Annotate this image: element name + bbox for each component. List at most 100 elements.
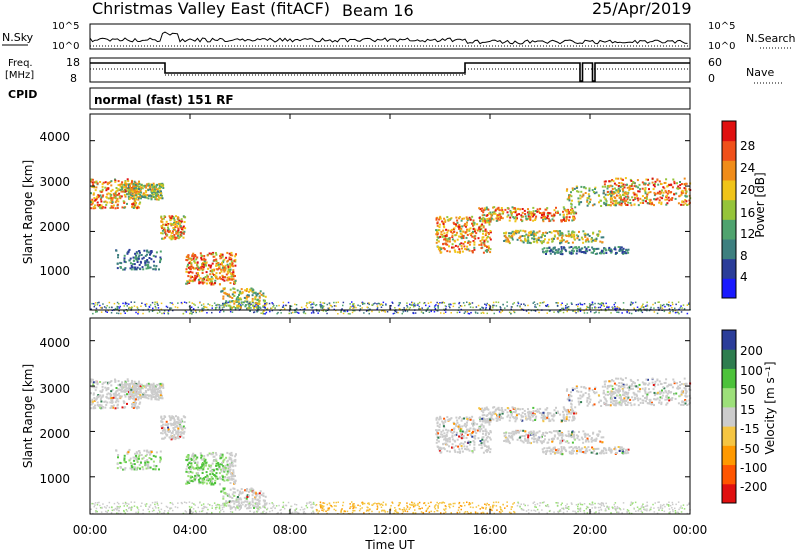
power-echo-pixel: [497, 206, 500, 209]
power-echo-pixel: [126, 252, 129, 255]
power-echo-pixel: [185, 282, 188, 285]
power-echo-pixel: [212, 251, 215, 254]
power-ground-scatter-pixel: [236, 306, 238, 308]
power-echo-pixel: [571, 199, 573, 202]
velocity-echo-pixel: [131, 397, 134, 400]
velocity-echo-pixel: [234, 491, 237, 494]
power-echo-pixel: [636, 179, 639, 182]
power-ground-scatter-pixel: [661, 304, 664, 307]
velocity-echo-pixel: [456, 438, 459, 441]
power-echo-pixel: [94, 198, 97, 201]
velocity-echo-pixel: [131, 388, 134, 391]
power-echo-pixel: [114, 201, 117, 204]
velocity-echo-pixel: [448, 450, 451, 453]
power-ground-scatter-pixel: [140, 305, 142, 307]
velocity-echo-pixel: [465, 436, 468, 439]
power-ground-scatter-pixel: [374, 302, 376, 304]
power-echo-pixel: [138, 254, 141, 257]
power-ground-scatter-pixel: [294, 311, 296, 314]
power-ground-scatter-pixel: [213, 302, 216, 304]
power-echo-pixel: [439, 235, 442, 238]
velocity-echo-pixel: [171, 415, 174, 418]
power-ground-scatter-pixel: [422, 312, 424, 314]
velocity-echo-pixel: [458, 424, 461, 426]
power-echo-pixel: [623, 194, 626, 197]
power-echo-pixel: [646, 193, 649, 196]
velocity-echo-pixel: [230, 451, 233, 454]
noise-sky-label: N.Sky: [2, 31, 34, 44]
power-echo-pixel: [104, 200, 107, 203]
power-echo-pixel: [234, 282, 237, 285]
power-ground-scatter-pixel: [199, 301, 201, 304]
power-ground-scatter-pixel: [604, 308, 607, 310]
power-echo-pixel: [524, 215, 527, 218]
power-echo-pixel: [168, 215, 171, 218]
power-ground-scatter-pixel: [211, 305, 213, 307]
power-echo-pixel: [486, 219, 488, 222]
power-echo-pixel: [198, 282, 201, 285]
power-echo-pixel: [514, 220, 517, 223]
velocity-echo-pixel: [254, 501, 257, 504]
power-echo-pixel: [124, 195, 127, 198]
velocity-echo-pixel: [441, 435, 444, 438]
power-echo-pixel: [544, 216, 547, 218]
power-echo-pixel: [90, 180, 92, 183]
power-ground-scatter-pixel: [157, 307, 160, 309]
power-echo-pixel: [486, 240, 489, 243]
power-echo-pixel: [622, 179, 624, 181]
power-echo-pixel: [626, 183, 628, 186]
power-ground-scatter-pixel: [384, 311, 386, 313]
power-echo-pixel: [153, 193, 155, 196]
power-ground-scatter-pixel: [266, 307, 269, 310]
velocity-echo-pixel: [123, 389, 126, 392]
power-echo-pixel: [594, 253, 597, 255]
power-echo-pixel: [443, 248, 446, 251]
power-ground-scatter-pixel: [130, 308, 133, 310]
power-echo-pixel: [493, 210, 496, 213]
power-echo-pixel: [560, 236, 563, 239]
power-echo-pixel: [636, 194, 638, 197]
velocity-echo-pixel: [225, 473, 228, 476]
power-echo-pixel: [222, 261, 225, 264]
power-echo-pixel: [610, 198, 613, 201]
power-ground-scatter-pixel: [255, 304, 257, 306]
power-echo-pixel: [110, 206, 113, 209]
power-echo-pixel: [173, 220, 176, 223]
power-echo-pixel: [600, 236, 603, 239]
velocity-echo-pixel: [455, 416, 458, 419]
power-echo-pixel: [178, 231, 181, 234]
power-echo-pixel: [248, 301, 251, 304]
velocity-echo-pixel: [223, 466, 226, 469]
power-ground-scatter-pixel: [151, 301, 154, 304]
velocity-echo-pixel: [163, 428, 165, 431]
power-ground-scatter-pixel: [262, 305, 264, 307]
velocity-echo-pixel: [183, 430, 186, 433]
power-echo-pixel: [177, 216, 179, 219]
velocity-echo-pixel: [205, 464, 207, 467]
power-echo-pixel: [572, 252, 574, 255]
power-echo-pixel: [596, 233, 599, 236]
power-echo-pixel: [231, 254, 234, 257]
power-echo-pixel: [249, 289, 252, 292]
power-echo-pixel: [609, 180, 612, 183]
power-echo-pixel: [124, 190, 127, 193]
velocity-echo-pixel: [188, 466, 190, 469]
power-echo-pixel: [234, 258, 237, 261]
power-ground-scatter-pixel: [519, 306, 521, 308]
power-echo-pixel: [443, 217, 446, 220]
power-ground-scatter-pixel: [354, 309, 356, 312]
power-ground-scatter-pixel: [320, 306, 322, 309]
power-ground-scatter-pixel: [225, 301, 227, 304]
power-ground-scatter-pixel: [621, 312, 623, 314]
power-ground-scatter-pixel: [285, 304, 287, 307]
power-echo-pixel: [480, 247, 483, 250]
power-ground-scatter-pixel: [118, 303, 120, 305]
velocity-echo-pixel: [107, 397, 110, 400]
velocity-echo-pixel: [152, 396, 155, 398]
power-echo-pixel: [550, 249, 552, 252]
power-echo-pixel: [167, 226, 169, 229]
power-echo-pixel: [579, 194, 582, 197]
velocity-echo-pixel: [147, 467, 150, 470]
power-echo-pixel: [588, 187, 591, 190]
power-cbar-tick-4: 4: [740, 270, 748, 284]
